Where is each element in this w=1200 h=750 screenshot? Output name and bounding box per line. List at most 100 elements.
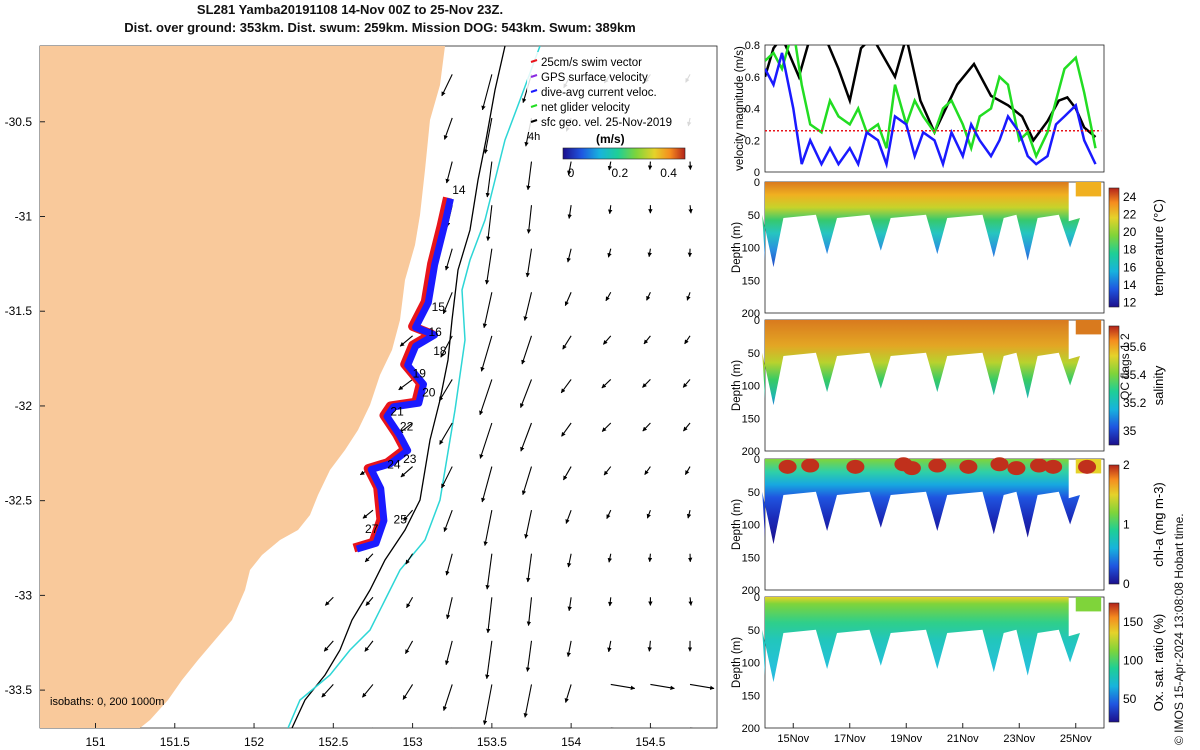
velocity-arrow [605, 292, 612, 302]
velocity-arrow [643, 335, 651, 345]
chl-a-ytick-label: 100 [742, 520, 760, 532]
chl-max-patch [1030, 458, 1049, 473]
temperature-cbar-label: temperature (°C) [1151, 199, 1166, 296]
velocity-arrow [399, 335, 413, 347]
chl-max-patch [778, 459, 797, 474]
velocity-arrow [607, 161, 613, 171]
velocity-arrow [564, 292, 572, 307]
temperature-cbar-tick: 16 [1123, 260, 1137, 274]
velocity-arrow [610, 727, 615, 728]
velocity-series-black [765, 45, 1097, 143]
chl-a-ylabel: Depth (m) [731, 499, 743, 550]
velocity-arrow [364, 640, 374, 652]
velocity-arrow [689, 683, 715, 690]
velocity-series-green [765, 45, 1097, 160]
velocity-arrow [485, 161, 493, 198]
oxygen-cbar-tick: 100 [1123, 654, 1143, 668]
oxygen-cbar-tick: 50 [1123, 692, 1137, 706]
velocity-arrow [444, 640, 453, 666]
velocity-arrow [445, 553, 453, 576]
velocity-arrow [485, 553, 493, 590]
velocity-arrow [321, 684, 334, 698]
oxygen-ylabel: Depth (m) [731, 637, 743, 688]
velocity-arrow [400, 466, 413, 478]
legend-swatch [530, 104, 538, 108]
velocity-arrow [445, 161, 453, 184]
legend-label: dive-avg current veloc. [541, 87, 657, 99]
temperature-cbar-tick: 12 [1123, 296, 1137, 310]
velocity-series-blue [765, 52, 1097, 169]
track-day-label: 24 [387, 457, 401, 471]
velocity-arrow [482, 684, 493, 725]
velocity-arrow [402, 684, 414, 700]
velocity-arrow [565, 509, 572, 524]
velocity-arrow [398, 378, 413, 391]
velocity-arrow [484, 248, 493, 285]
velocity-arrow [530, 727, 532, 728]
time-axis: 15Nov 17Nov 19Nov 21Nov 23Nov 25Nov [777, 723, 1092, 745]
velocity-arrow [650, 727, 654, 728]
oxygen-field [762, 597, 1080, 683]
chl-a-cbar-tick: 1 [1123, 518, 1130, 532]
oxygen-cbar-tick: 150 [1123, 615, 1143, 629]
time-tick-label: 19Nov [890, 733, 922, 745]
oxygen-panel: 0 50 100 150 200 Depth (m) 50 100 150 Ox. sat. ra… [731, 592, 1166, 735]
oxygen-cbar-label: Ox. sat. ratio (%) [1151, 614, 1166, 712]
velocity-ytick-label: 0 [754, 167, 760, 179]
colorbar-tick-label: 0 [568, 166, 575, 180]
temperature-ytick-label: 50 [748, 210, 760, 222]
velocity-arrow [566, 248, 572, 263]
salinity-ylabel: Depth (m) [731, 360, 743, 411]
chl-max-patch [902, 461, 921, 476]
velocity-arrow [608, 205, 613, 215]
oxygen-colorbar [1108, 602, 1120, 723]
time-tick-label: 21Nov [947, 733, 979, 745]
velocity-arrow [364, 553, 374, 563]
velocity-arrow [526, 161, 533, 191]
velocity-arrow [562, 335, 572, 350]
isobath-label: isobaths: 0, 200 1000m [50, 696, 164, 708]
temperature-cbar-tick: 20 [1123, 225, 1137, 239]
oxygen-frame [764, 596, 1105, 729]
legend-swatch [530, 59, 538, 63]
chl-max-patch [894, 457, 913, 472]
velocity-arrow [486, 597, 493, 634]
track-day-label: 19 [413, 367, 427, 381]
oxygen-ytick-label: 150 [742, 690, 760, 702]
land-mass [40, 46, 445, 728]
colorbar-tick-label: 0.4 [660, 166, 677, 180]
chl-a-last-patch [1075, 459, 1102, 474]
title-line-2: Dist. over ground: 353km. Dist. swum: 25… [124, 20, 636, 35]
track-day-label: 23 [403, 452, 417, 466]
velocity-arrow [520, 422, 533, 452]
legend-label: net glider velocity [541, 102, 630, 114]
map-xtick-label: 153 [403, 735, 423, 749]
velocity-arrow [443, 509, 453, 532]
chl-max-patch [928, 458, 947, 473]
legend-label: GPS surface velocity [541, 72, 648, 84]
salinity-cbar-tick: 35 [1123, 424, 1137, 438]
salinity-frame [764, 319, 1105, 452]
salinity-ytick-label: 50 [748, 348, 760, 360]
chl-a-colorbar [1108, 464, 1120, 585]
velocity-arrow [323, 640, 334, 652]
legend-label: sfc geo. vel. 25-Nov-2019 [541, 117, 672, 129]
map-xtick-label: 151 [85, 735, 105, 749]
velocity-arrow [362, 684, 374, 698]
track-day-label: 27 [365, 522, 379, 536]
time-tick-label: 17Nov [834, 733, 866, 745]
chl-max-patch [990, 457, 1009, 472]
isobath-1000m [287, 46, 541, 728]
colorbar-label: (m/s) [596, 132, 625, 146]
salinity-ytick-label: 200 [742, 446, 760, 458]
velocity-arrow [523, 292, 533, 321]
temperature-panel: 0 50 100 150 200 Depth (m) 12 14 16 18 20 22 24 tempe… [731, 177, 1166, 320]
velocity-arrow [647, 161, 653, 171]
velocity-arrow [406, 597, 414, 609]
qc-flags-label: QC flags 1 2 [1118, 333, 1132, 400]
velocity-arrow [439, 422, 453, 445]
map-axes: 151 151.5 152 152.5 153 153.5 154 154.5 -30.5 -31… [5, 115, 666, 749]
velocity-arrow [481, 466, 493, 503]
velocity-arrow [646, 292, 651, 301]
